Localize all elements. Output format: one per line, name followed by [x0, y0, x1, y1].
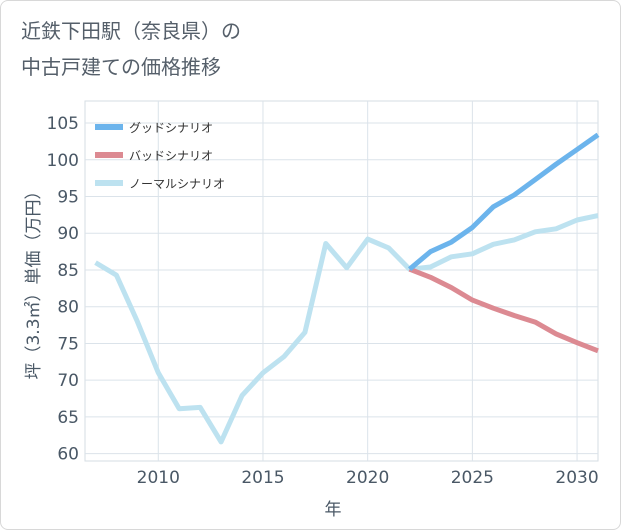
plot-area — [84, 100, 599, 462]
legend-label: ノーマルシナリオ — [129, 177, 225, 191]
y-tick-label: 100 — [47, 151, 79, 171]
y-tick-label: 95 — [57, 188, 79, 208]
x-tick-label: 2025 — [451, 468, 494, 488]
series-layer — [94, 132, 600, 445]
y-tick-label: 75 — [57, 334, 79, 354]
series-line-1 — [408, 266, 599, 354]
series-line-0 — [407, 132, 600, 272]
y-tick-label: 60 — [57, 445, 79, 465]
x-tick-label: 2010 — [137, 468, 180, 488]
chart-title-line1: 近鉄下田駅（奈良県）の — [21, 19, 241, 43]
y-axis-label: 坪（3.3㎡）単価（万円） — [24, 182, 44, 379]
legend-label: グッドシナリオ — [129, 121, 213, 135]
grid-lines — [85, 101, 598, 461]
x-axis-label: 年 — [325, 500, 342, 520]
y-tick-label: 90 — [57, 224, 79, 244]
y-tick-label: 105 — [47, 114, 79, 134]
y-tick-label: 85 — [57, 261, 79, 281]
x-tick-label: 2020 — [346, 468, 389, 488]
y-tick-label: 70 — [57, 371, 79, 391]
y-tick-label: 80 — [57, 298, 79, 318]
y-axis-ticks: 60 65 70 75 80 85 90 95 100 105 — [47, 114, 79, 465]
x-axis-ticks: 2010 2015 2020 2025 2030 — [137, 468, 599, 488]
chart-title-line2: 中古戸建ての価格推移 — [21, 55, 221, 79]
legend-label: バッドシナリオ — [129, 149, 213, 163]
chart-title: 近鉄下田駅（奈良県）の 中古戸建ての価格推移 — [21, 13, 241, 85]
x-tick-label: 2015 — [241, 468, 284, 488]
x-tick-label: 2030 — [555, 468, 598, 488]
y-tick-label: 65 — [57, 408, 79, 428]
series-line-2 — [94, 213, 599, 445]
